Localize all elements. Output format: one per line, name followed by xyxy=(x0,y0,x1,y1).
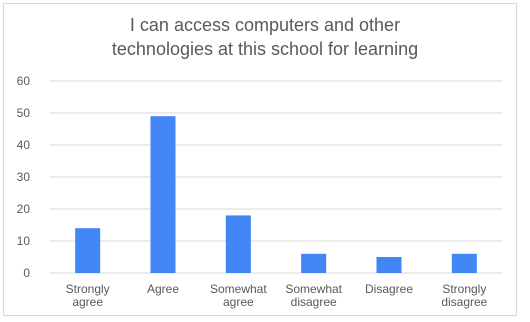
chart-title-line-1: I can access computers and other xyxy=(129,15,401,35)
bar-3 xyxy=(301,253,327,273)
y-tick-label-30: 30 xyxy=(17,170,31,184)
bar-2 xyxy=(225,215,251,273)
x-tick-label-0-0: Strongly xyxy=(66,282,110,296)
y-tick-label-50: 50 xyxy=(17,106,31,120)
bar-5 xyxy=(451,253,477,273)
x-tick-label-0-1: agree xyxy=(72,295,103,309)
x-tick-label-4-0: Disagree xyxy=(365,282,413,296)
bar-4 xyxy=(376,257,402,273)
x-tick-label-1-0: Agree xyxy=(147,282,179,296)
x-tick-label-5-0: Strongly xyxy=(442,282,486,296)
bar-0 xyxy=(75,228,101,273)
x-tick-label-2-1: agree xyxy=(223,295,254,309)
chart-title: I can access computers and other technol… xyxy=(0,13,530,61)
y-tick-label-40: 40 xyxy=(17,138,31,152)
y-tick-label-0: 0 xyxy=(23,266,30,280)
y-tick-label-60: 60 xyxy=(17,74,31,88)
chart-title-line-2: technologies at this school for learning xyxy=(111,39,419,59)
x-tick-label-2-0: Somewhat xyxy=(210,282,267,296)
y-tick-label-10: 10 xyxy=(17,234,31,248)
x-tick-label-3-0: Somewhat xyxy=(285,282,342,296)
y-tick-label-20: 20 xyxy=(17,202,31,216)
bar-1 xyxy=(150,116,176,273)
x-tick-label-3-1: disagree xyxy=(291,295,337,309)
x-tick-label-5-1: disagree xyxy=(441,295,487,309)
